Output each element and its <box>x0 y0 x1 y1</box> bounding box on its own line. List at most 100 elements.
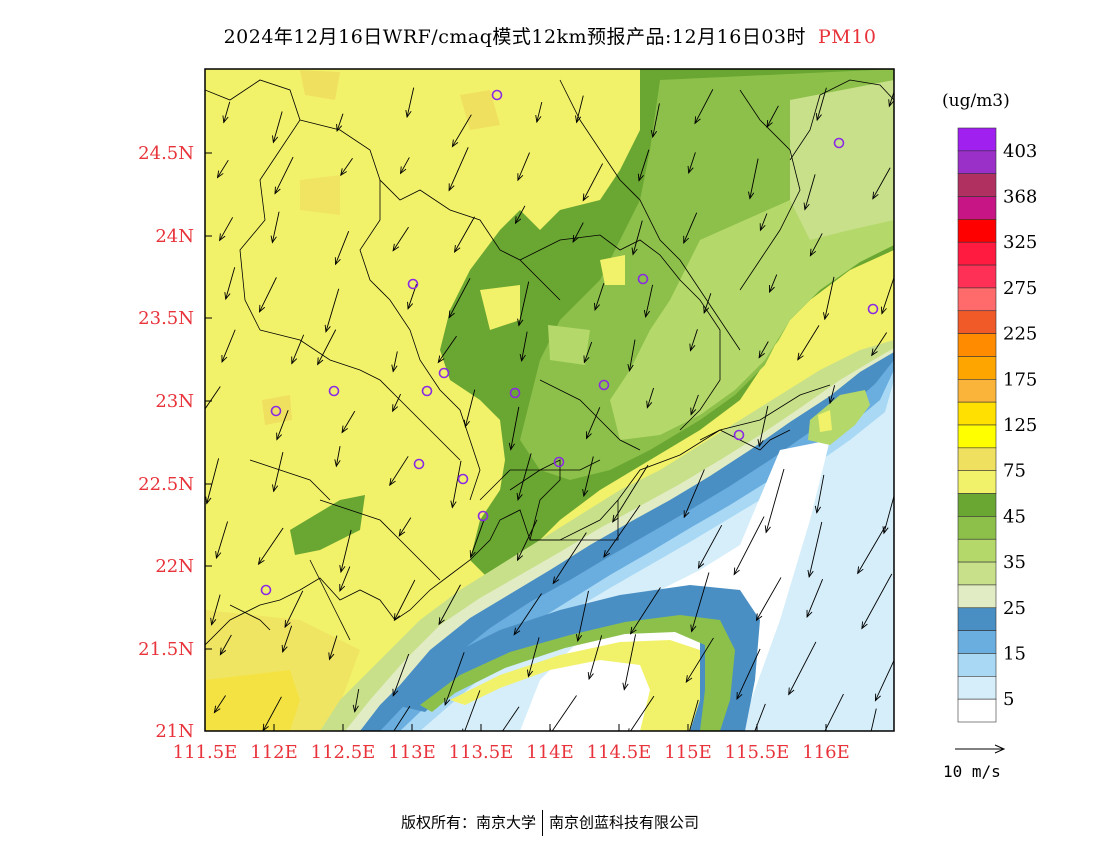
wind-arrow <box>259 277 277 313</box>
wind-arrow <box>551 695 577 731</box>
wind-arrow <box>733 516 765 575</box>
x-axis: 111.5E 112E 112.5E 113E 113.5E 114E 114.5E 115E… <box>173 724 850 763</box>
wind-arrow-head <box>393 613 401 622</box>
legend-label: 175 <box>1003 369 1037 390</box>
wind-arrow-head <box>894 404 899 411</box>
moderate-patch-n2 <box>300 175 340 215</box>
legend-label: 15 <box>1003 643 1026 664</box>
legend-label: 5 <box>1003 689 1014 710</box>
legend-swatch <box>957 150 997 174</box>
wind-arrow <box>464 389 476 427</box>
wind-arrow-head <box>438 617 445 626</box>
x-tick-label: 113E <box>388 742 436 763</box>
station-marker <box>260 584 272 596</box>
legend-swatch <box>957 424 997 449</box>
x-tick-label: 113.5E <box>449 742 514 763</box>
pm-green-pale <box>790 80 894 240</box>
wind-arrow-head <box>215 550 222 560</box>
wind-arrow-head <box>451 139 459 148</box>
legend-swatch <box>957 379 997 403</box>
wind-arrow <box>870 708 877 731</box>
wind-arrow-head <box>582 193 589 202</box>
wind-arrow-head <box>270 235 277 244</box>
wind-arrow <box>517 519 538 561</box>
wind-arrow <box>536 101 543 123</box>
legend-swatch <box>957 287 997 312</box>
wind-arrow <box>271 211 280 243</box>
x-tick-label: 114.5E <box>587 742 652 763</box>
wind-arrow-head <box>399 166 407 175</box>
wind-arrow <box>262 696 282 731</box>
wind-arrow <box>895 385 903 411</box>
wind-arrow <box>861 573 893 629</box>
wind-arrow <box>690 394 699 415</box>
wind-arrow <box>898 232 904 256</box>
wind-arrow <box>875 659 894 701</box>
wind-arrow-head <box>631 247 638 256</box>
wind-arrow <box>685 637 714 683</box>
wind-arrow-head <box>575 115 582 124</box>
wind-arrow-head <box>694 116 701 125</box>
wind-arrow-head <box>882 526 889 535</box>
wind-arrow-head <box>257 557 265 566</box>
wind-arrow-head <box>764 525 771 534</box>
wind-arrow <box>883 494 894 534</box>
legend-label: 75 <box>1003 461 1026 482</box>
wind-arrow-head <box>807 569 814 578</box>
wind-arrow-head <box>594 302 600 311</box>
wind-arrow-head <box>392 243 400 252</box>
wind-arrow-head <box>828 396 835 405</box>
wind-arrow <box>406 87 415 118</box>
boundaries <box>205 79 894 646</box>
wind-arrow-head <box>284 620 291 629</box>
wind-arrow-head <box>517 173 524 182</box>
wind-arrow-head <box>750 735 755 742</box>
pm-green-sw <box>290 495 365 555</box>
wind-arrow <box>273 451 284 492</box>
wind-arrow-head <box>224 291 231 301</box>
legend-swatch <box>957 698 997 723</box>
wind-arrow <box>645 284 654 317</box>
legend-label: 225 <box>1003 324 1037 345</box>
legend-swatch <box>957 241 997 266</box>
wind-arrow-head <box>683 235 690 244</box>
wind-arrow <box>284 590 304 628</box>
wind-arrow-head <box>757 439 764 448</box>
wind-arrow <box>694 89 714 124</box>
wind-arrow-head <box>803 202 810 211</box>
wind-arrow-head <box>444 697 451 706</box>
wind-arrow-head <box>392 404 399 413</box>
moderate-patch-w <box>262 395 292 425</box>
station-marker <box>477 510 489 522</box>
wind-arrow <box>282 625 293 653</box>
station-marker <box>598 379 610 391</box>
wind-arrow <box>758 341 769 358</box>
wind-arrow <box>515 205 526 224</box>
wind-arrow <box>454 216 475 253</box>
wind-arrow <box>513 593 542 635</box>
wind-arrow-head <box>572 234 579 244</box>
wind-arrow-head <box>274 186 281 195</box>
wind-arrow-head <box>823 312 830 321</box>
wind-arrow <box>502 706 520 731</box>
wind-arrow <box>632 220 643 255</box>
station-marker <box>637 273 649 285</box>
wind-arrow-head <box>643 309 651 318</box>
x-tick-label: 115.5E <box>725 742 790 763</box>
wind-arrow <box>340 529 352 573</box>
wind-arrow-head <box>221 354 228 364</box>
station-marker <box>421 385 433 397</box>
legend-swatch <box>957 264 997 289</box>
station-marker <box>270 405 282 417</box>
wind-arrow-head <box>766 119 773 128</box>
pollutant-label: PM10 <box>818 26 877 48</box>
wind-arrow-head <box>213 705 221 714</box>
legend-swatch <box>957 607 997 631</box>
wind-arrow <box>317 329 337 365</box>
station-marker <box>328 385 340 397</box>
wind-arrow-head <box>339 583 346 593</box>
wind-arrow <box>258 527 284 565</box>
wind-arrow <box>577 590 589 642</box>
wind-arrow-head <box>872 191 879 200</box>
